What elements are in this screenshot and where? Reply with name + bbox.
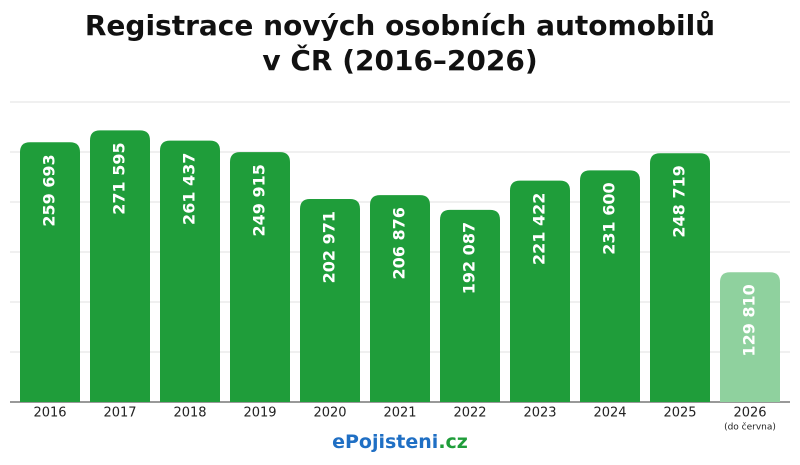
value-label: 202 971 bbox=[320, 211, 339, 283]
x-tick-label: 2018 bbox=[173, 406, 206, 421]
bar bbox=[20, 142, 80, 402]
x-tick-label: 2021 bbox=[383, 406, 416, 421]
bar bbox=[300, 199, 360, 402]
bar bbox=[650, 153, 710, 402]
x-tick-note: (do června) bbox=[724, 422, 776, 433]
value-label: 259 693 bbox=[40, 154, 59, 226]
bar bbox=[230, 152, 290, 402]
x-tick-label: 2025 bbox=[663, 406, 696, 421]
x-tick-label: 2023 bbox=[523, 406, 556, 421]
x-tick-label: 2019 bbox=[243, 406, 276, 421]
x-tick-label: 2020 bbox=[313, 406, 346, 421]
value-label: 249 915 bbox=[250, 164, 269, 236]
value-label: 271 595 bbox=[110, 142, 129, 214]
value-label: 129 810 bbox=[740, 284, 759, 356]
bar bbox=[580, 170, 640, 402]
value-label: 192 087 bbox=[460, 222, 479, 294]
x-tick-label: 2017 bbox=[103, 406, 136, 421]
x-tick-label: 2026 bbox=[733, 406, 766, 421]
bar bbox=[90, 130, 150, 402]
brand-part: .cz bbox=[438, 431, 468, 453]
bar bbox=[370, 195, 430, 402]
bar bbox=[440, 209, 500, 402]
value-label: 206 876 bbox=[390, 207, 409, 279]
x-tick-label: 2024 bbox=[593, 406, 626, 421]
value-label: 261 437 bbox=[180, 153, 199, 225]
x-tick-label: 2022 bbox=[453, 406, 486, 421]
value-label: 221 422 bbox=[530, 193, 549, 265]
chart-title: Registrace nových osobních automobilů bbox=[85, 9, 715, 42]
brand-part: ePojisteni bbox=[332, 431, 438, 453]
brand: ePojisteni.cz bbox=[332, 431, 468, 453]
chart-title: v ČR (2016–2026) bbox=[262, 43, 537, 77]
value-label: 248 719 bbox=[670, 165, 689, 237]
bar bbox=[720, 272, 780, 402]
value-label: 231 600 bbox=[600, 182, 619, 254]
x-tick-label: 2016 bbox=[33, 406, 66, 421]
bar bbox=[510, 180, 570, 402]
bar bbox=[160, 140, 220, 403]
